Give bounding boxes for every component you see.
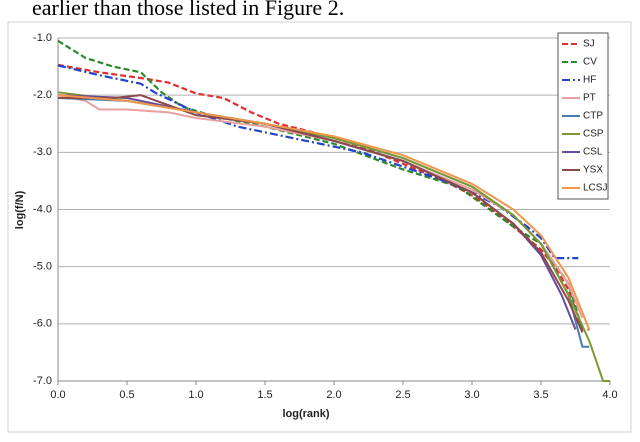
y-tick-label: -2.0	[33, 89, 52, 101]
x-tick-label: 3.5	[533, 389, 548, 401]
caption-fragment: earlier than those listed in Figure 2.	[32, 0, 344, 20]
legend-label: CTP	[583, 111, 603, 122]
legend-label: PT	[583, 93, 596, 104]
x-tick-label: 3.0	[464, 389, 479, 401]
series-line	[58, 94, 584, 333]
legend-label: CSP	[583, 129, 604, 140]
y-tick-label: -3.0	[33, 146, 52, 158]
series-line	[57, 94, 591, 330]
chart-frame	[7, 21, 632, 433]
legend-label: YSX	[583, 165, 603, 176]
legend-label: SJ	[583, 39, 595, 50]
series-line	[57, 64, 579, 260]
x-tick-label: 0.5	[119, 389, 134, 401]
x-tick-label: 1.5	[257, 389, 272, 401]
legend-label: LCSJ	[583, 183, 607, 194]
y-tick-label: -4.0	[33, 203, 52, 215]
series-line	[57, 39, 584, 330]
y-tick-label: -6.0	[33, 318, 52, 330]
legend-label: CV	[583, 57, 597, 68]
legend-label: HF	[583, 75, 596, 86]
legend-label: CSL	[583, 147, 603, 158]
y-tick-label: -7.0	[33, 375, 52, 387]
x-axis-label: log(rank)	[282, 408, 329, 420]
x-tick-label: 0.0	[50, 389, 65, 401]
x-tick-label: 4.0	[602, 389, 617, 401]
y-tick-label: -5.0	[33, 261, 52, 273]
x-tick-label: 2.0	[326, 389, 341, 401]
x-tick-label: 2.5	[395, 389, 410, 401]
x-tick-label: 1.0	[188, 389, 203, 401]
y-tick-label: -1.0	[33, 32, 52, 44]
y-axis-label: log(f/N)	[14, 190, 26, 229]
